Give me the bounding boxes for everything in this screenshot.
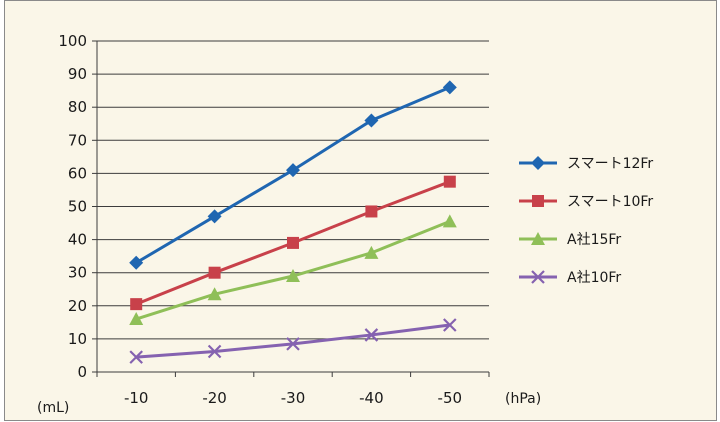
data-point-3-3 (364, 328, 379, 342)
legend-label-2: A社15Fr (567, 232, 621, 248)
data-point-0-1 (207, 209, 222, 224)
data-point-3-1 (207, 344, 222, 359)
y-tick-label: 70 (68, 131, 87, 149)
y-tick-label: 90 (68, 65, 87, 83)
data-point-0-4 (442, 80, 457, 95)
y-tick-label: 30 (68, 264, 87, 282)
data-point-0-3 (364, 113, 379, 128)
y-tick-label: 40 (68, 231, 87, 249)
data-point-1-1 (208, 266, 221, 279)
x-tick-label: -30 (281, 389, 306, 407)
x-tick-label: -10 (124, 389, 149, 407)
x-tick-label: -50 (438, 389, 463, 407)
legend-marker-2 (531, 232, 545, 245)
data-point-2-2 (286, 269, 300, 283)
x-tick-label: -40 (359, 389, 384, 407)
series-line-3 (136, 323, 450, 359)
data-point-1-2 (287, 236, 299, 249)
data-point-2-3 (364, 245, 379, 259)
data-point-2-4 (442, 214, 457, 228)
y-tick-label: 80 (68, 98, 87, 116)
legend-marker-1 (532, 195, 544, 207)
data-point-1-0 (130, 298, 143, 311)
data-point-0-0 (129, 255, 144, 270)
legend-marker-3 (531, 270, 545, 284)
y-tick-label: 0 (77, 363, 87, 381)
y-tick-label: 100 (58, 32, 87, 50)
data-point-3-0 (129, 350, 143, 364)
data-point-1-4 (443, 175, 456, 188)
data-point-0-2 (286, 163, 300, 178)
y-unit-label: (mL) (37, 400, 69, 416)
y-tick-label: 60 (68, 164, 87, 182)
data-point-2-0 (129, 312, 144, 326)
x-tick-label: -20 (202, 389, 227, 407)
legend-marker-0 (531, 156, 545, 170)
x-unit-label: (hPa) (505, 391, 541, 407)
data-point-2-1 (207, 287, 222, 301)
legend-label-0: スマート12Fr (567, 156, 653, 172)
data-point-1-3 (365, 205, 378, 218)
y-tick-label: 20 (68, 297, 87, 315)
y-tick-label: 50 (68, 198, 87, 216)
legend-label-3: A社10Fr (567, 270, 621, 286)
chart-frame: 0 10 20 30 40 50 60 70 80 90 100 -10 -20 -30 -40 -50 (mL… (4, 0, 717, 421)
legend-label-1: スマート10Fr (567, 194, 653, 210)
line-chart: 0 10 20 30 40 50 60 70 80 90 100 -10 -20 -30 -40 -50 (mL… (37, 32, 653, 416)
y-tick-label: 10 (68, 330, 87, 348)
data-point-3-2 (286, 337, 300, 351)
data-point-3-4 (443, 318, 457, 332)
